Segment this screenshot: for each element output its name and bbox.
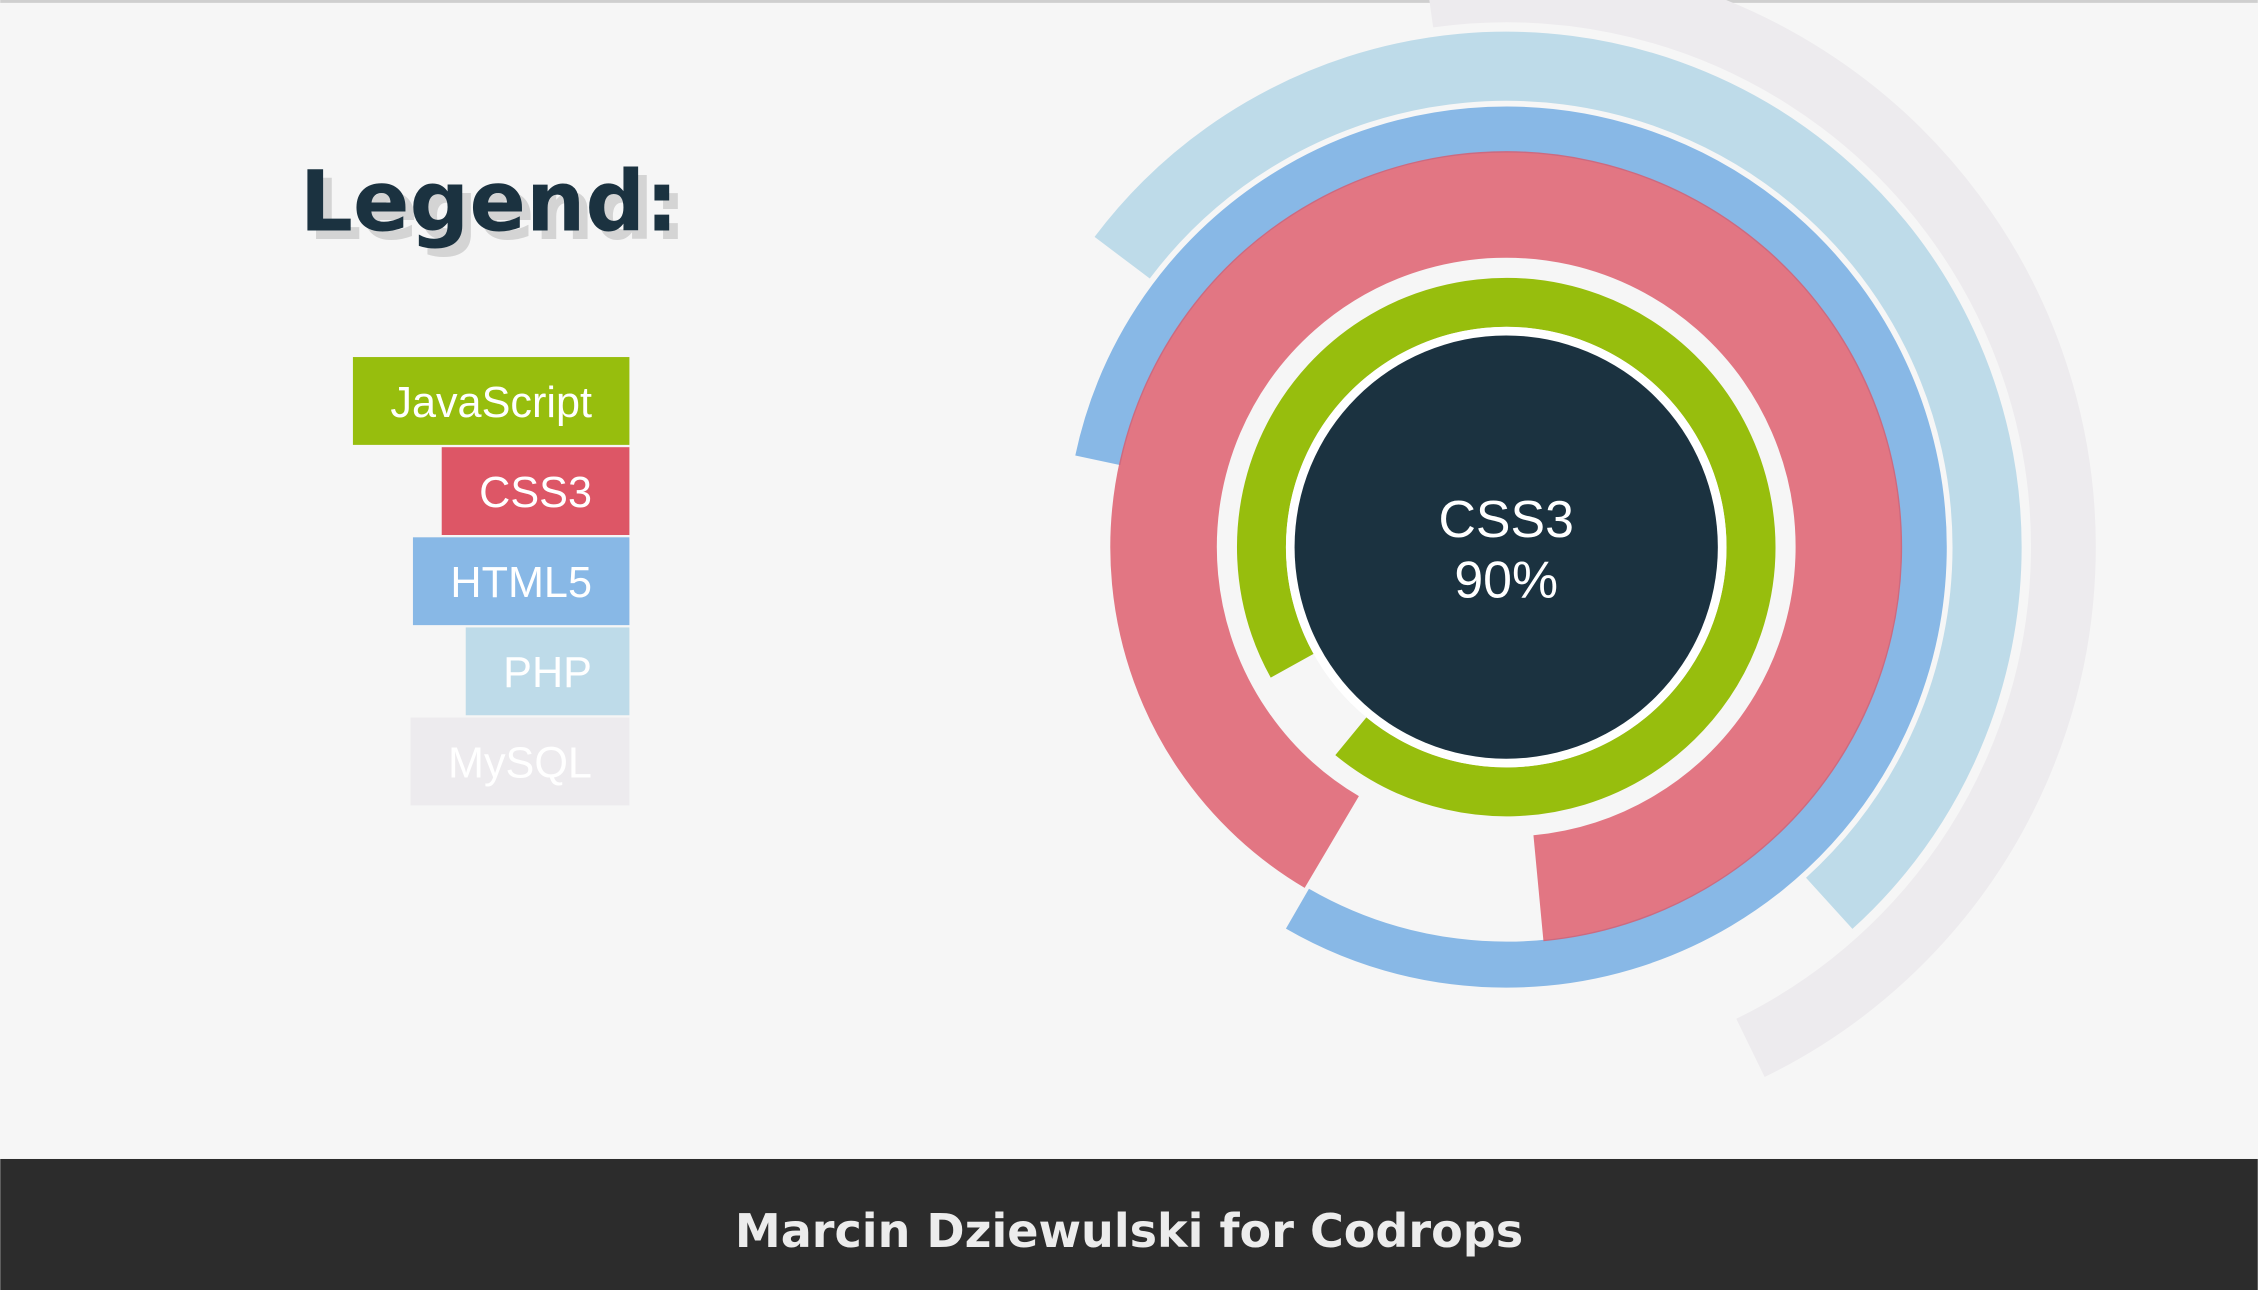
center-label: CSS3 — [1439, 490, 1574, 548]
legend-label: HTML5 — [450, 559, 592, 607]
ring-arc — [1237, 277, 1776, 817]
legend-swatch — [410, 717, 630, 806]
legend-swatch — [465, 627, 630, 716]
ring-arc — [1429, 0, 2096, 1077]
legend-swatch — [352, 357, 630, 445]
legend: JavaScript CSS3 HTML5 PHP MySQL — [352, 357, 630, 806]
footer-bar — [0, 1158, 2258, 1290]
legend-label: PHP — [503, 649, 592, 697]
center-value: 90% — [1454, 550, 1558, 608]
legend-label: MySQL — [448, 739, 592, 787]
top-border — [0, 0, 2258, 3]
legend-label: JavaScript — [390, 379, 592, 427]
center-disc — [1294, 335, 1718, 759]
legend-swatch — [412, 537, 630, 626]
footer: Marcin Dziewulski for Codrops — [735, 1204, 1523, 1258]
ring-arc — [1075, 106, 1947, 988]
ring-arc — [1094, 31, 2022, 929]
ring-arc — [1110, 151, 1903, 942]
legend-swatch — [441, 447, 630, 536]
title: Legend: — [300, 152, 679, 250]
title-shadow: Legend: — [308, 161, 687, 259]
legend-label: CSS3 — [479, 469, 592, 517]
